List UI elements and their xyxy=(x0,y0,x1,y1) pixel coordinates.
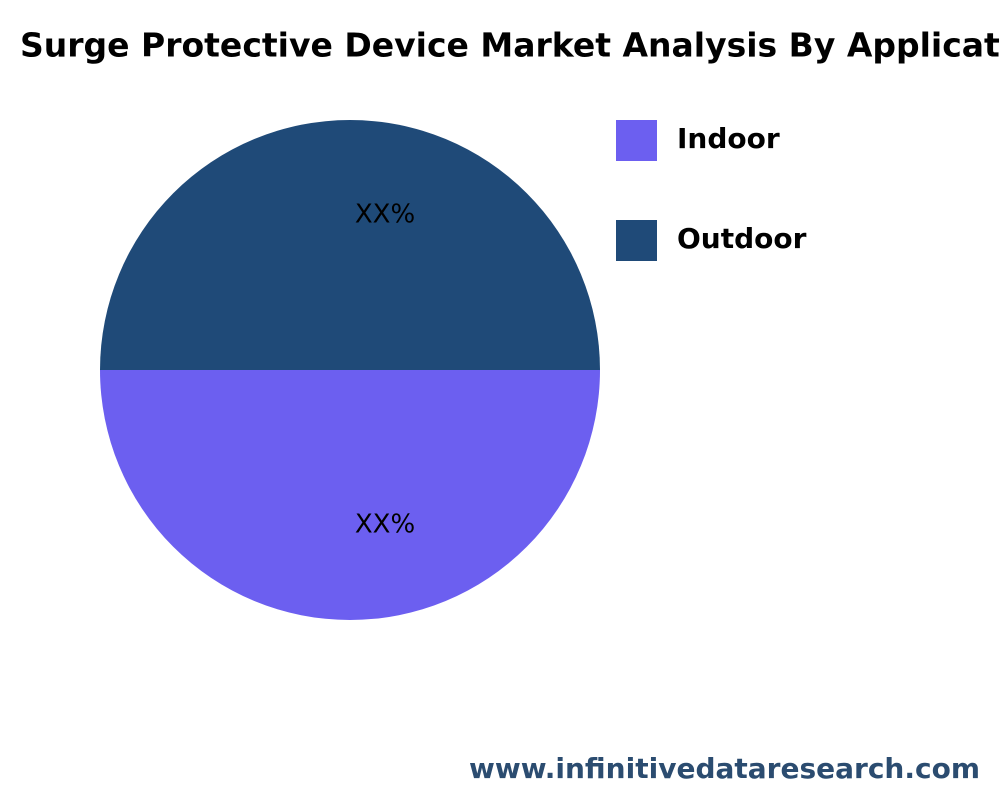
pie-slice xyxy=(100,370,600,620)
pie-slice xyxy=(100,120,600,370)
slice-label: XX% xyxy=(355,200,415,230)
source-url: www.infinitivedataresearch.com xyxy=(469,752,980,785)
legend-label: Indoor xyxy=(677,122,780,155)
slice-label: XX% xyxy=(355,510,415,540)
chart-title: Surge Protective Device Market Analysis … xyxy=(20,26,1000,65)
legend-swatch xyxy=(616,120,657,161)
legend-swatch xyxy=(616,220,657,261)
legend-label: Outdoor xyxy=(677,222,807,255)
